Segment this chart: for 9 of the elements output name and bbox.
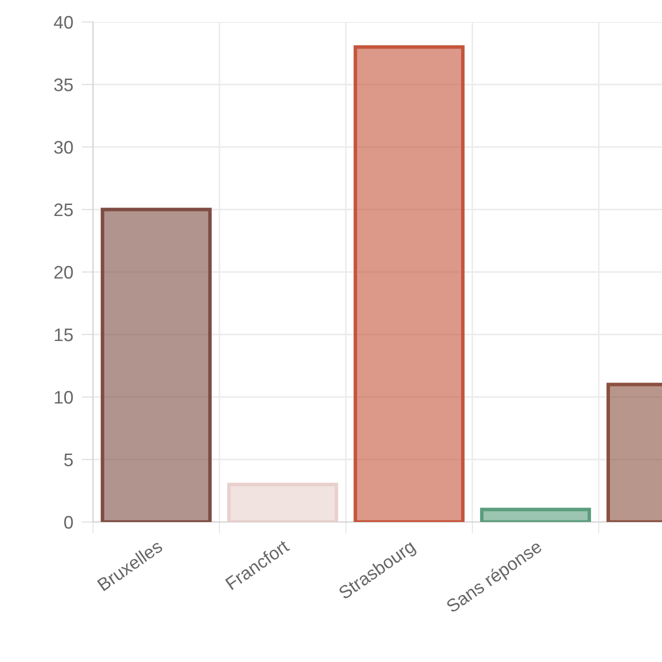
y-tick-label: 20 xyxy=(54,266,73,279)
y-tick-label: 30 xyxy=(54,140,73,154)
y-tick-label: 25 xyxy=(54,203,73,216)
y-tick-label: 5 xyxy=(64,454,73,466)
y-tick-label: 0 xyxy=(64,516,73,529)
y-tick-label: 35 xyxy=(54,78,73,92)
y-tick-label: 10 xyxy=(54,390,73,404)
y-tick-label: 15 xyxy=(54,328,73,342)
y-tick-label: 40 xyxy=(54,16,73,29)
